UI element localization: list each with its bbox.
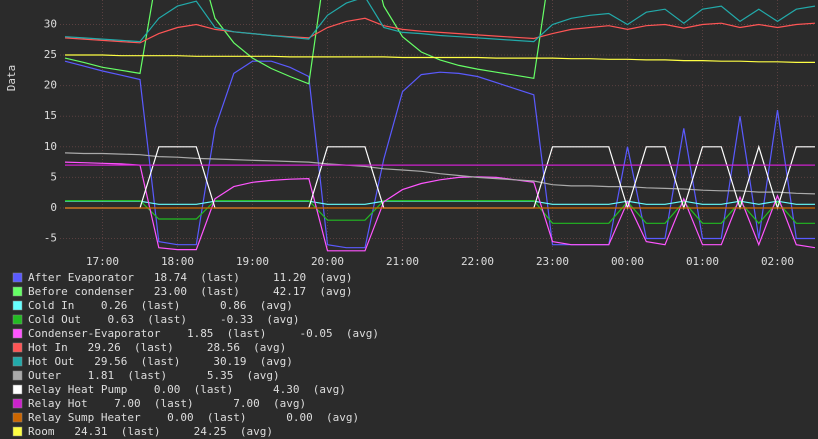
- legend-swatch: [12, 384, 23, 395]
- legend-swatch: [12, 412, 23, 423]
- legend-stats: 0.63 (last) -0.33 (avg): [81, 313, 300, 326]
- legend-entry: Hot Out 29.56 (last) 30.19 (avg): [28, 355, 293, 368]
- legend-entry: Room 24.31 (last) 24.25 (avg): [28, 425, 273, 438]
- x-tick-label: 01:00: [686, 255, 719, 268]
- legend-name: Condenser-Evaporator: [28, 327, 161, 340]
- legend-swatch: [12, 328, 23, 339]
- y-axis-label: Data: [5, 65, 18, 92]
- y-tick-label: -5: [44, 232, 57, 245]
- legend-entry: Relay Hot 7.00 (last) 7.00 (avg): [28, 397, 306, 410]
- legend-stats: 1.81 (last) 5.35 (avg): [61, 369, 280, 382]
- legend-entry: Before condenser 23.00 (last) 42.17 (avg…: [28, 285, 353, 298]
- y-tick-label: 5: [50, 170, 57, 183]
- legend-entry: Condenser-Evaporator 1.85 (last) -0.05 (…: [28, 327, 379, 340]
- x-tick-label: 00:00: [611, 255, 644, 268]
- legend-name: Hot In: [28, 341, 68, 354]
- y-tick-label: 15: [44, 109, 57, 122]
- legend-swatch: [12, 286, 23, 297]
- legend-swatch: [12, 426, 23, 437]
- legend-name: Before condenser: [28, 285, 134, 298]
- legend-name: Cold Out: [28, 313, 81, 326]
- legend-swatch: [12, 342, 23, 353]
- y-tick-label: 25: [44, 48, 57, 61]
- y-tick-label: 0: [50, 201, 57, 214]
- series-line: [65, 200, 815, 225]
- legend-name: Hot Out: [28, 355, 74, 368]
- series-line: [64, 0, 546, 85]
- legend-swatch: [12, 356, 23, 367]
- x-tick-label: 22:00: [461, 255, 494, 268]
- legend-swatch: [12, 398, 23, 409]
- y-tick-label: 20: [44, 79, 57, 92]
- legend-name: Outer: [28, 369, 61, 382]
- legend-swatch: [12, 314, 23, 325]
- x-tick-label: 21:00: [386, 255, 419, 268]
- legend-stats: 23.00 (last) 42.17 (avg): [134, 285, 353, 298]
- legend-swatch: [12, 370, 23, 381]
- legend-name: Room: [28, 425, 55, 438]
- legend-stats: 0.26 (last) 0.86 (avg): [74, 299, 293, 312]
- series-line: [64, 161, 815, 252]
- legend-name: Relay Sump Heater: [28, 411, 141, 424]
- legend-swatch: [12, 300, 23, 311]
- legend-stats: 29.26 (last) 28.56 (avg): [68, 341, 287, 354]
- legend-swatch: [12, 272, 23, 283]
- legend-name: Cold In: [28, 299, 74, 312]
- legend-entry: Outer 1.81 (last) 5.35 (avg): [28, 369, 280, 382]
- legend-stats: 1.85 (last) -0.05 (avg): [160, 327, 379, 340]
- legend-stats: 29.56 (last) 30.19 (avg): [74, 355, 293, 368]
- legend-name: Relay Hot: [28, 397, 88, 410]
- x-tick-label: 23:00: [536, 255, 569, 268]
- y-tick-label: 10: [44, 140, 57, 153]
- x-tick-label: 02:00: [761, 255, 794, 268]
- legend-entry: Relay Heat Pump 0.00 (last) 4.30 (avg): [28, 383, 346, 396]
- x-tick-label: 19:00: [236, 255, 269, 268]
- legend-name: After Evaporator: [28, 271, 134, 284]
- legend-stats: 0.00 (last) 0.00 (avg): [141, 411, 360, 424]
- legend-stats: 24.31 (last) 24.25 (avg): [55, 425, 274, 438]
- series-line: [65, 54, 815, 64]
- legend-stats: 0.00 (last) 4.30 (avg): [127, 383, 346, 396]
- x-tick-label: 18:00: [161, 255, 194, 268]
- y-tick-label: 30: [44, 17, 57, 30]
- legend-entry: Cold Out 0.63 (last) -0.33 (avg): [28, 313, 300, 326]
- legend-entry: Cold In 0.26 (last) 0.86 (avg): [28, 299, 293, 312]
- x-tick-label: 20:00: [311, 255, 344, 268]
- x-tick-label: 17:00: [86, 255, 119, 268]
- legend-entry: After Evaporator 18.74 (last) 11.20 (avg…: [28, 271, 353, 284]
- legend-name: Relay Heat Pump: [28, 383, 127, 396]
- legend-entry: Hot In 29.26 (last) 28.56 (avg): [28, 341, 286, 354]
- legend-stats: 7.00 (last) 7.00 (avg): [88, 397, 307, 410]
- series-line: [64, 17, 815, 44]
- series-line: [64, 0, 815, 43]
- legend-entry: Relay Sump Heater 0.00 (last) 0.00 (avg): [28, 411, 359, 424]
- legend-stats: 18.74 (last) 11.20 (avg): [134, 271, 353, 284]
